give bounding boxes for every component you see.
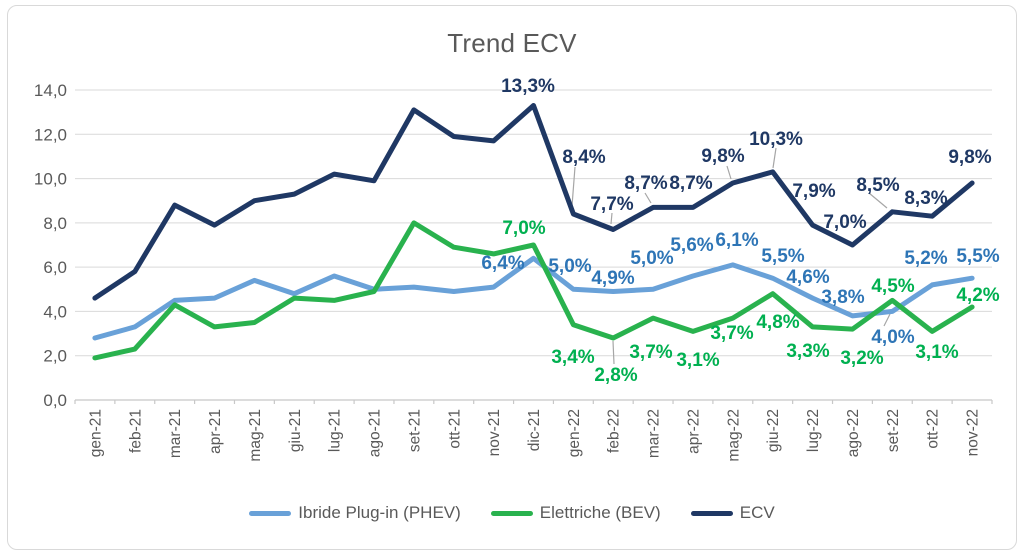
chart-title: Trend ECV (447, 28, 577, 58)
y-axis-tick-label: 6,0 (43, 258, 67, 277)
x-axis-tick-label: gen-21 (87, 409, 104, 457)
x-axis-tick-label: mar-21 (167, 409, 184, 458)
legend-swatch-phev-icon (249, 510, 292, 516)
label-leader-line (571, 166, 576, 207)
data-label-ecv-set-22: 8,5% (856, 175, 899, 196)
data-label-phev-dic-21: 6,4% (481, 253, 524, 274)
x-axis-tick-label: giu-22 (765, 409, 782, 452)
series-line-ecv (92, 103, 975, 301)
data-label-phev-mag-22: 6,1% (715, 230, 758, 251)
x-axis-tick-label: set-21 (406, 409, 423, 452)
data-label-ecv-mag-22: 9,8% (701, 146, 744, 167)
series-line-phev (92, 255, 975, 341)
data-label-ecv-mar-22: 8,7% (624, 173, 667, 194)
x-axis-tick-label: set-22 (885, 409, 902, 452)
legend-swatch-bev-icon (490, 510, 533, 516)
chart-legend: Ibride Plug-in (PHEV) Elettriche (BEV) E… (0, 503, 1024, 523)
series-line-bev (92, 220, 975, 361)
x-axis-tick-label: giu-21 (287, 409, 304, 452)
data-label-phev-set-22: 4,0% (871, 327, 914, 348)
y-axis-tick-label: 12,0 (34, 125, 67, 144)
x-axis-tick-label: mar-22 (646, 409, 663, 458)
x-axis-tick-label: apr-22 (685, 409, 702, 454)
data-label-phev-nov-22: 5,5% (956, 246, 999, 267)
data-label-bev-mar-22: 3,7% (629, 342, 672, 363)
y-axis-tick-label: 10,0 (34, 170, 67, 189)
label-leader-line (726, 165, 732, 180)
y-axis-tick-label: 2,0 (43, 347, 67, 366)
data-label-bev-feb-22: 2,8% (594, 365, 637, 386)
x-axis-tick-label: nov-22 (965, 409, 982, 456)
legend-swatch-ecv-icon (690, 510, 733, 516)
y-axis-tick-label: 4,0 (43, 302, 67, 321)
data-label-bev-dic-21: 7,0% (502, 218, 545, 239)
label-leader-line (610, 212, 613, 225)
legend-label-bev: Elettriche (BEV) (539, 503, 661, 522)
legend-item-phev: Ibride Plug-in (PHEV) (249, 503, 461, 523)
x-axis-tick-label: dic-21 (526, 409, 543, 451)
x-axis-tick-label: mag-22 (725, 409, 742, 462)
data-label-ecv-giu-22: 10,3% (749, 129, 803, 150)
x-axis-tick-label: feb-21 (127, 409, 144, 453)
data-label-bev-gen-22: 3,4% (551, 347, 594, 368)
y-axis-tick-label: 0,0 (43, 391, 67, 410)
legend-label-ecv: ECV (739, 503, 775, 522)
data-label-ecv-ago-22: 7,0% (823, 212, 866, 233)
legend-item-ecv: ECV (690, 503, 775, 523)
data-label-phev-ott-22: 5,2% (904, 248, 947, 269)
legend-label-phev: Ibride Plug-in (PHEV) (298, 503, 461, 522)
x-axis-tick-label: lug-22 (805, 409, 822, 452)
data-label-ecv-apr-22: 8,7% (669, 173, 712, 194)
x-axis-tick-label: apr-21 (207, 409, 224, 454)
data-label-phev-apr-22: 5,6% (670, 235, 713, 256)
label-leader-line (868, 192, 888, 209)
y-axis-tick-label: 14,0 (34, 81, 67, 100)
data-label-phev-giu-22: 5,5% (761, 246, 804, 267)
data-label-phev-gen-22: 5,0% (548, 256, 591, 277)
label-leader-line (883, 313, 891, 327)
data-label-bev-ott-22: 3,1% (915, 342, 958, 363)
data-label-bev-ago-22: 3,2% (840, 348, 883, 369)
x-axis-tick-label: ott-22 (925, 409, 942, 449)
data-label-bev-giu-22: 4,8% (756, 312, 799, 333)
label-leader-line (644, 192, 652, 204)
data-label-phev-ago-22: 3,8% (821, 287, 864, 308)
x-axis-tick-label: ott-21 (446, 409, 463, 449)
data-label-bev-mag-22: 3,7% (710, 323, 753, 344)
data-label-bev-set-22: 4,5% (871, 276, 914, 297)
data-label-bev-nov-22: 4,2% (956, 285, 999, 306)
y-axis-tick-label: 8,0 (43, 214, 67, 233)
x-axis-tick-label: mag-21 (247, 409, 264, 462)
data-label-ecv-gen-22: 8,4% (562, 147, 605, 168)
data-label-ecv-feb-22: 7,7% (590, 194, 633, 215)
data-label-phev-mar-22: 5,0% (630, 248, 673, 269)
data-label-bev-apr-22: 3,1% (676, 350, 719, 371)
data-label-ecv-ott-22: 8,3% (904, 188, 947, 209)
x-axis-tick-label: ago-21 (367, 409, 384, 457)
data-label-phev-lug-22: 4,6% (786, 267, 829, 288)
data-label-ecv-nov-22: 9,8% (948, 147, 991, 168)
data-label-bev-lug-22: 3,3% (786, 341, 829, 362)
data-label-phev-feb-22: 4,9% (591, 268, 634, 289)
x-axis-tick-label: ago-22 (845, 409, 862, 457)
x-axis-tick-label: lug-21 (327, 409, 344, 452)
x-axis-tick-label: nov-21 (486, 409, 503, 456)
x-axis-tick-label: gen-22 (566, 409, 583, 457)
x-axis-tick-label: feb-22 (606, 409, 623, 453)
label-leader-line (772, 147, 777, 169)
data-label-ecv-dic-21: 13,3% (501, 76, 555, 97)
data-label-ecv-lug-22: 7,9% (792, 181, 835, 202)
legend-item-bev: Elettriche (BEV) (490, 503, 661, 523)
label-leader-line (612, 340, 615, 365)
